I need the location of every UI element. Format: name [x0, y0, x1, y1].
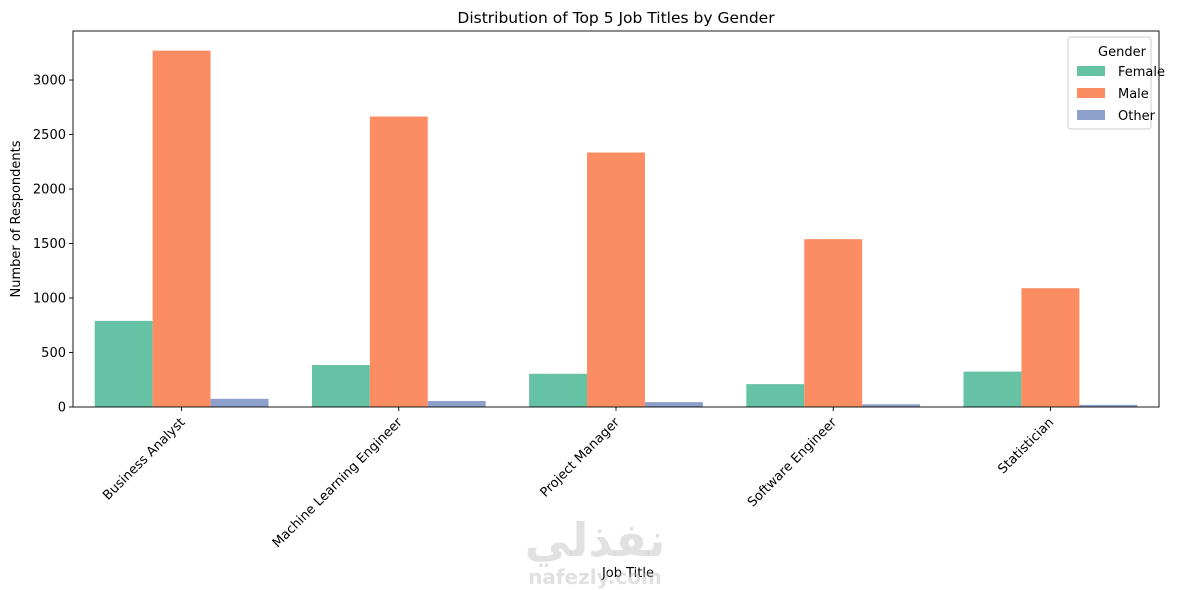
- y-tick-label: 2500: [33, 128, 66, 143]
- plot-frame: [72, 30, 1160, 408]
- legend-box: [1067, 36, 1152, 130]
- y-tick-label: 0: [58, 401, 66, 416]
- x-tick-label: Business Analyst: [100, 415, 188, 503]
- bar-other-2: [427, 401, 486, 407]
- chart-title: Distribution of Top 5 Job Titles by Gend…: [457, 9, 775, 27]
- bar-other-4: [862, 404, 921, 407]
- x-axis-title: Job Title: [601, 566, 654, 581]
- legend-swatch-female: [1077, 66, 1105, 76]
- y-tick-label: 3000: [33, 74, 66, 89]
- y-tick-label: 1000: [33, 292, 66, 307]
- legend-items: Female Male Other: [1077, 65, 1165, 124]
- bar-male-2: [369, 116, 428, 408]
- bar-male-3: [587, 152, 645, 407]
- bar-female-2: [311, 365, 370, 407]
- x-tick-label: Machine Learning Engineer: [270, 415, 406, 551]
- bar-other-3: [644, 402, 703, 407]
- y-tick-label: 1500: [33, 237, 66, 252]
- bar-male-5: [1021, 288, 1080, 407]
- bar-female-1: [94, 320, 153, 407]
- legend-label-female: Female: [1118, 65, 1165, 80]
- bar-other-5: [1079, 404, 1138, 407]
- bar-female-4: [746, 384, 805, 407]
- bar-other-1: [210, 398, 269, 407]
- x-tick-label: Software Engineer: [745, 415, 840, 510]
- y-tick-label: 2000: [33, 183, 66, 198]
- watermark-arabic: نفذلي: [525, 513, 666, 567]
- legend-swatch-other: [1077, 110, 1105, 120]
- x-tick-label: Statistician: [995, 415, 1057, 477]
- legend: Gender Female Male Other: [1067, 36, 1165, 130]
- bar-male-4: [804, 239, 863, 407]
- y-tick-label: 500: [41, 346, 66, 361]
- x-tick-label: Project Manager: [538, 415, 624, 501]
- bar-female-3: [529, 373, 588, 407]
- legend-swatch-male: [1077, 88, 1105, 98]
- legend-title: Gender: [1098, 45, 1147, 60]
- bars-group: [94, 50, 1138, 408]
- legend-label-male: Male: [1118, 87, 1149, 102]
- watermark: نفذلي nafezly.com: [525, 513, 666, 589]
- bar-male-1: [152, 50, 211, 408]
- bar-female-5: [963, 371, 1022, 407]
- y-axis-title: Number of Respondents: [9, 140, 24, 297]
- watermark-latin: nafezly.com: [528, 565, 662, 589]
- y-axis-ticks: 0 500 1000 1500 2000 2500 3000: [33, 74, 73, 416]
- legend-label-other: Other: [1118, 109, 1156, 124]
